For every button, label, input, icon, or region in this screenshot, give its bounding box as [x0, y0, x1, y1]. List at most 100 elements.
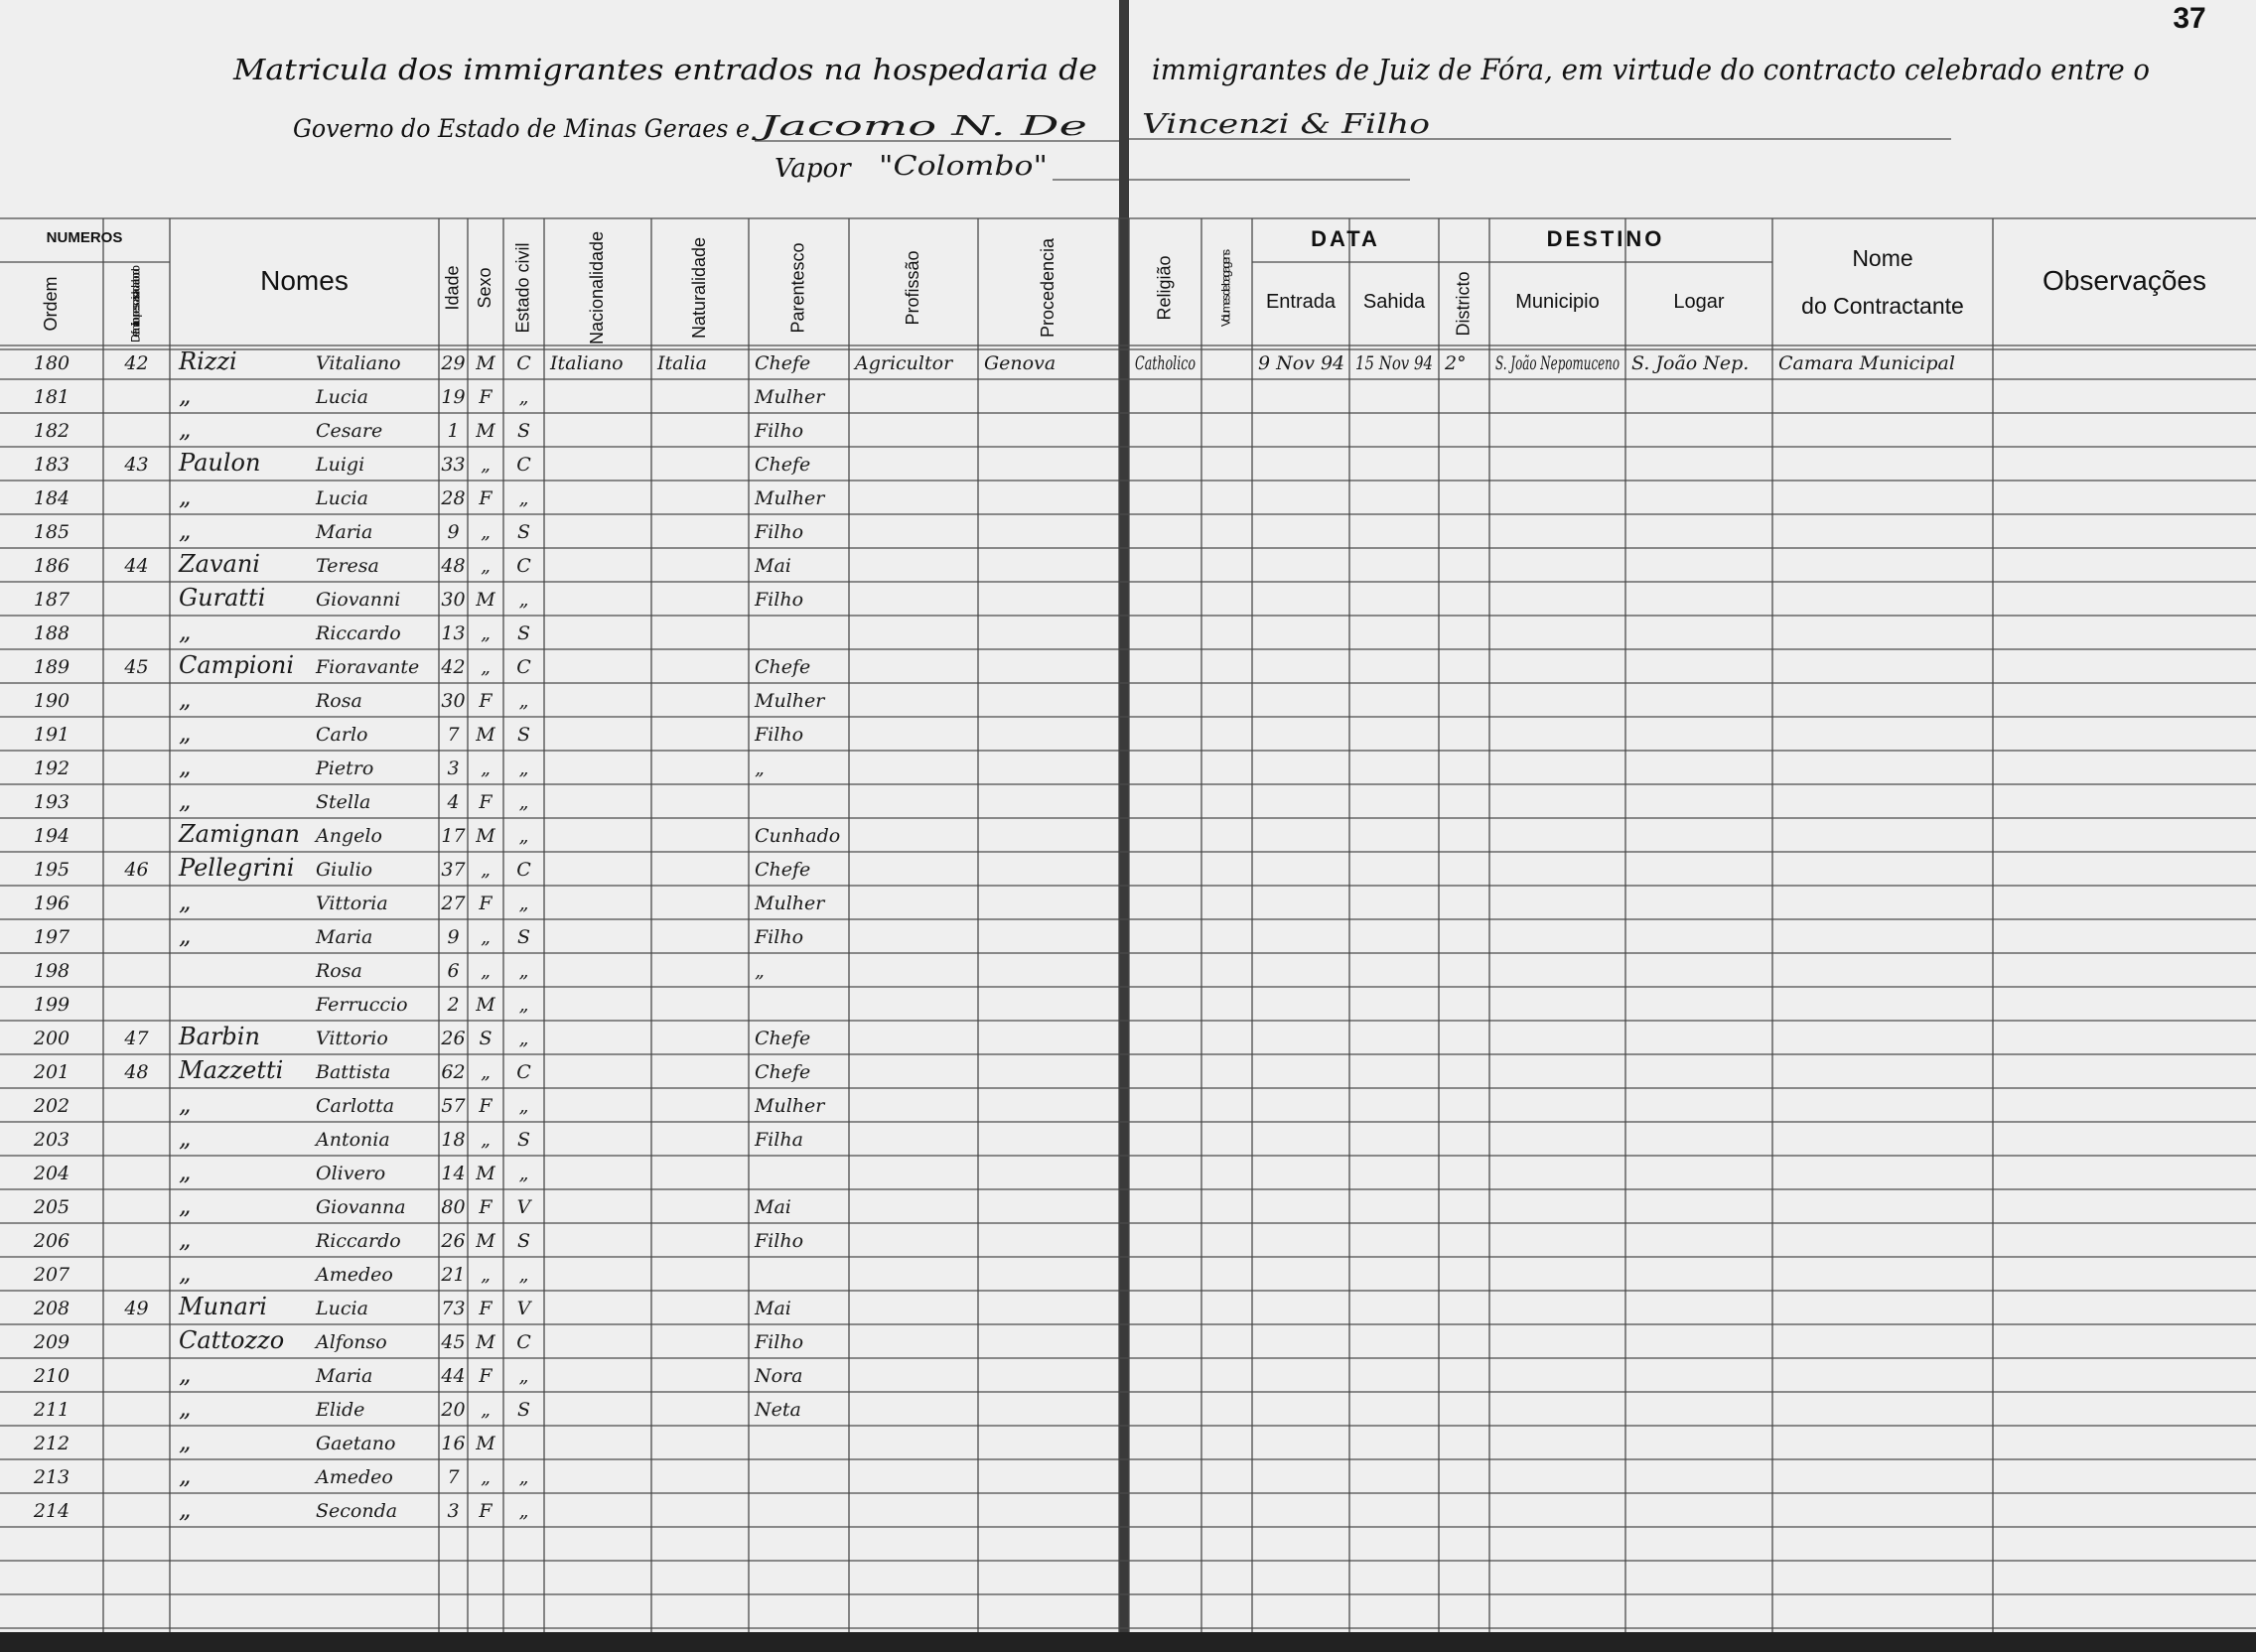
entry-place: S. João Nep.: [1631, 352, 1749, 374]
entry-order: 202: [33, 1095, 70, 1117]
entry-age: 57: [441, 1095, 466, 1117]
entry-sex: F: [478, 893, 493, 914]
entry-religion: Catholico: [1135, 352, 1196, 374]
entry-name: Lucia: [315, 487, 368, 509]
entry-relation: Nora: [754, 1365, 802, 1387]
entry-order: 191: [34, 724, 70, 746]
entry-order: 186: [34, 555, 70, 577]
entry-order: 183: [34, 454, 70, 476]
entry-sex: M: [475, 1230, 495, 1252]
entry-order: 194: [34, 825, 70, 847]
entry-municipality: S. João Nepomuceno: [1495, 352, 1620, 374]
entry-civil: C: [516, 352, 531, 374]
entry-sex: „: [481, 1061, 491, 1083]
entry-age: 27: [440, 893, 466, 914]
column-header: Municipio: [1515, 291, 1599, 313]
gutter: [1119, 0, 1129, 1652]
entry-name: Riccardo: [315, 622, 401, 644]
entry-surname: Pellegrini: [178, 854, 294, 882]
entry-name: Elide: [315, 1399, 364, 1421]
entry-order: 185: [34, 521, 70, 543]
entry-family: 42: [123, 352, 148, 374]
entry-relation: Mai: [754, 555, 791, 577]
entry-name: Amedeo: [314, 1466, 393, 1488]
entry-order: 214: [33, 1500, 70, 1522]
entry-surname: „: [179, 888, 191, 915]
entry-name: Giulio: [316, 859, 372, 881]
entry-name: Carlo: [316, 724, 367, 746]
column-header: Nome: [1852, 245, 1912, 271]
entry-name: Olivero: [316, 1163, 385, 1184]
entry-order: 210: [33, 1365, 70, 1387]
entry-civil: C: [516, 656, 531, 678]
entry-sex: „: [481, 1466, 491, 1488]
entry-surname: „: [179, 381, 191, 409]
entry-relation: Filho: [754, 1230, 803, 1252]
entry-name: Ferruccio: [315, 994, 408, 1016]
entry-name: Giovanna: [316, 1196, 406, 1218]
entry-sex: „: [481, 555, 491, 577]
entry-name: Vitaliano: [316, 352, 401, 374]
entry-order: 206: [33, 1230, 70, 1252]
entry-family: 44: [123, 555, 148, 577]
entry-surname: Munari: [178, 1293, 267, 1320]
entry-sex: M: [475, 825, 495, 847]
entry-surname: Zamignan: [178, 820, 300, 848]
entry-civil: „: [519, 1095, 529, 1117]
entry-relation: Filho: [754, 1331, 803, 1353]
entry-sex: F: [478, 1365, 493, 1387]
entry-sex: M: [475, 352, 495, 374]
page-number: 37: [2173, 2, 2205, 35]
entry-surname: „: [179, 685, 191, 713]
column-header: Logar: [1673, 291, 1724, 313]
entry-sex: M: [475, 420, 495, 442]
title-left: Matricula dos immigrantes entrados na ho…: [232, 53, 1097, 86]
entry-surname: Campioni: [179, 651, 294, 679]
entry-name: Giovanni: [316, 589, 400, 611]
column-header: Sexo: [475, 267, 494, 308]
entry-order: 190: [34, 690, 70, 712]
entry-sex: F: [478, 386, 493, 408]
entry-age: 18: [441, 1129, 465, 1151]
entry-age: 20: [440, 1399, 465, 1421]
entry-name: Gaetano: [316, 1433, 395, 1454]
entry-sex: F: [478, 487, 493, 509]
entry-civil: S: [517, 1129, 530, 1151]
title-right: immigrantes de Juiz de Fóra, em virtude …: [1152, 53, 2150, 86]
entry-sex: „: [481, 757, 491, 779]
entry-surname: „: [179, 482, 191, 510]
entry-age: 26: [440, 1028, 465, 1049]
entry-order: 201: [33, 1061, 70, 1083]
entry-sex: M: [475, 589, 495, 611]
entry-surname: Guratti: [179, 584, 265, 612]
entry-order: 187: [34, 589, 70, 611]
entry-name: Riccardo: [315, 1230, 401, 1252]
entry-age: 48: [440, 555, 465, 577]
column-header: Estado civil: [512, 242, 532, 333]
entry-contractor: Camara Municipal: [1778, 352, 1955, 374]
entry-surname: „: [179, 1225, 191, 1253]
entry-relation: Filho: [754, 926, 803, 948]
entry-surname: „: [179, 1495, 191, 1523]
entry-civil: C: [516, 859, 531, 881]
entry-sex: „: [481, 859, 491, 881]
entry-age: 28: [440, 487, 465, 509]
entry-sex: F: [478, 690, 493, 712]
entry-relation: Mulher: [754, 690, 826, 712]
entry-name: Lucia: [315, 1298, 368, 1319]
entry-sex: M: [475, 994, 495, 1016]
entry-sex: „: [481, 656, 491, 678]
entry-civil: V: [517, 1298, 533, 1319]
entry-order: 192: [34, 757, 70, 779]
entry-relation: Filho: [754, 521, 803, 543]
entry-district: 2°: [1444, 352, 1467, 374]
entry-surname: „: [179, 1461, 191, 1489]
entry-name: Amedeo: [314, 1264, 393, 1286]
entry-profession: Agricultor: [853, 352, 954, 374]
entry-relation: Mulher: [754, 1095, 826, 1117]
column-header: Observações: [2043, 265, 2206, 296]
entry-surname: „: [179, 921, 191, 949]
bottom-edge: [0, 1632, 2256, 1652]
entry-origin: Genova: [984, 352, 1056, 374]
entry-civil: „: [519, 1466, 529, 1488]
